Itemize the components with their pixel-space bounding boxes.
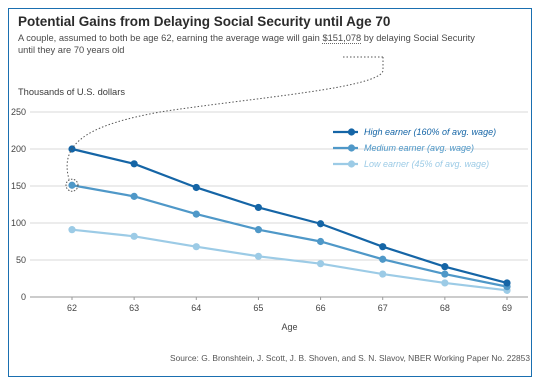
annotation-connector [66,57,384,180]
legend-swatch-dot [347,128,356,136]
data-point [503,279,511,287]
y-tick-label: 250 [11,107,26,117]
y-tick-label: 150 [11,181,26,191]
data-point [254,226,263,234]
x-tick-label: 63 [129,303,139,313]
legend-label: Medium earner (avg. wage) [364,143,474,153]
data-point [130,232,138,240]
series-line-1 [71,184,508,288]
data-point [254,252,263,260]
data-point [379,255,387,263]
data-point [316,260,325,268]
x-tick-label: 65 [253,303,263,313]
y-tick-label: 100 [11,218,26,228]
series-line-2 [71,228,508,292]
data-point [379,270,387,278]
chart-frame [8,8,532,377]
x-tick-label: 64 [191,303,201,313]
chart-subtitle: A couple, assumed to both be age 62, ear… [18,32,488,56]
x-tick-label: 67 [378,303,388,313]
chart-title: Potential Gains from Delaying Social Sec… [18,14,391,29]
x-tick-label: 69 [502,303,512,313]
data-point [130,192,138,200]
data-point [192,183,200,192]
x-tick-label: 62 [67,303,77,313]
data-point [68,226,76,234]
subtitle-highlight-amount: $151,078 [322,33,362,44]
data-point [316,220,325,228]
legend-label: High earner (160% of avg. wage) [364,127,496,137]
x-axis-title: Age [281,322,297,332]
data-point [130,160,138,168]
data-point [379,243,387,251]
data-point [68,181,76,189]
y-tick-label: 0 [21,292,26,302]
annotation-circle [65,178,79,192]
series-line-0 [71,147,508,285]
data-point [192,210,200,218]
source-note: Source: G. Bronshtein, J. Scott, J. B. S… [170,353,530,363]
data-point [254,203,263,212]
legend-swatch-dot [347,160,356,168]
y-axis-units-label: Thousands of U.S. dollars [18,87,125,97]
subtitle-text-start: A couple, assumed to both be age 62, ear… [18,33,323,43]
data-point [441,263,449,271]
data-point [192,243,200,251]
subtitle-text-end: by delaying Social Security until they a… [18,33,475,55]
data-point [316,237,325,246]
data-point [441,279,449,287]
y-tick-label: 200 [11,144,26,154]
y-tick-label: 50 [16,255,26,265]
x-tick-label: 66 [316,303,326,313]
data-point [441,270,449,278]
x-tick-label: 68 [440,303,450,313]
legend-label: Low earner (45% of avg. wage) [364,159,489,169]
legend-swatch-dot [347,144,356,152]
